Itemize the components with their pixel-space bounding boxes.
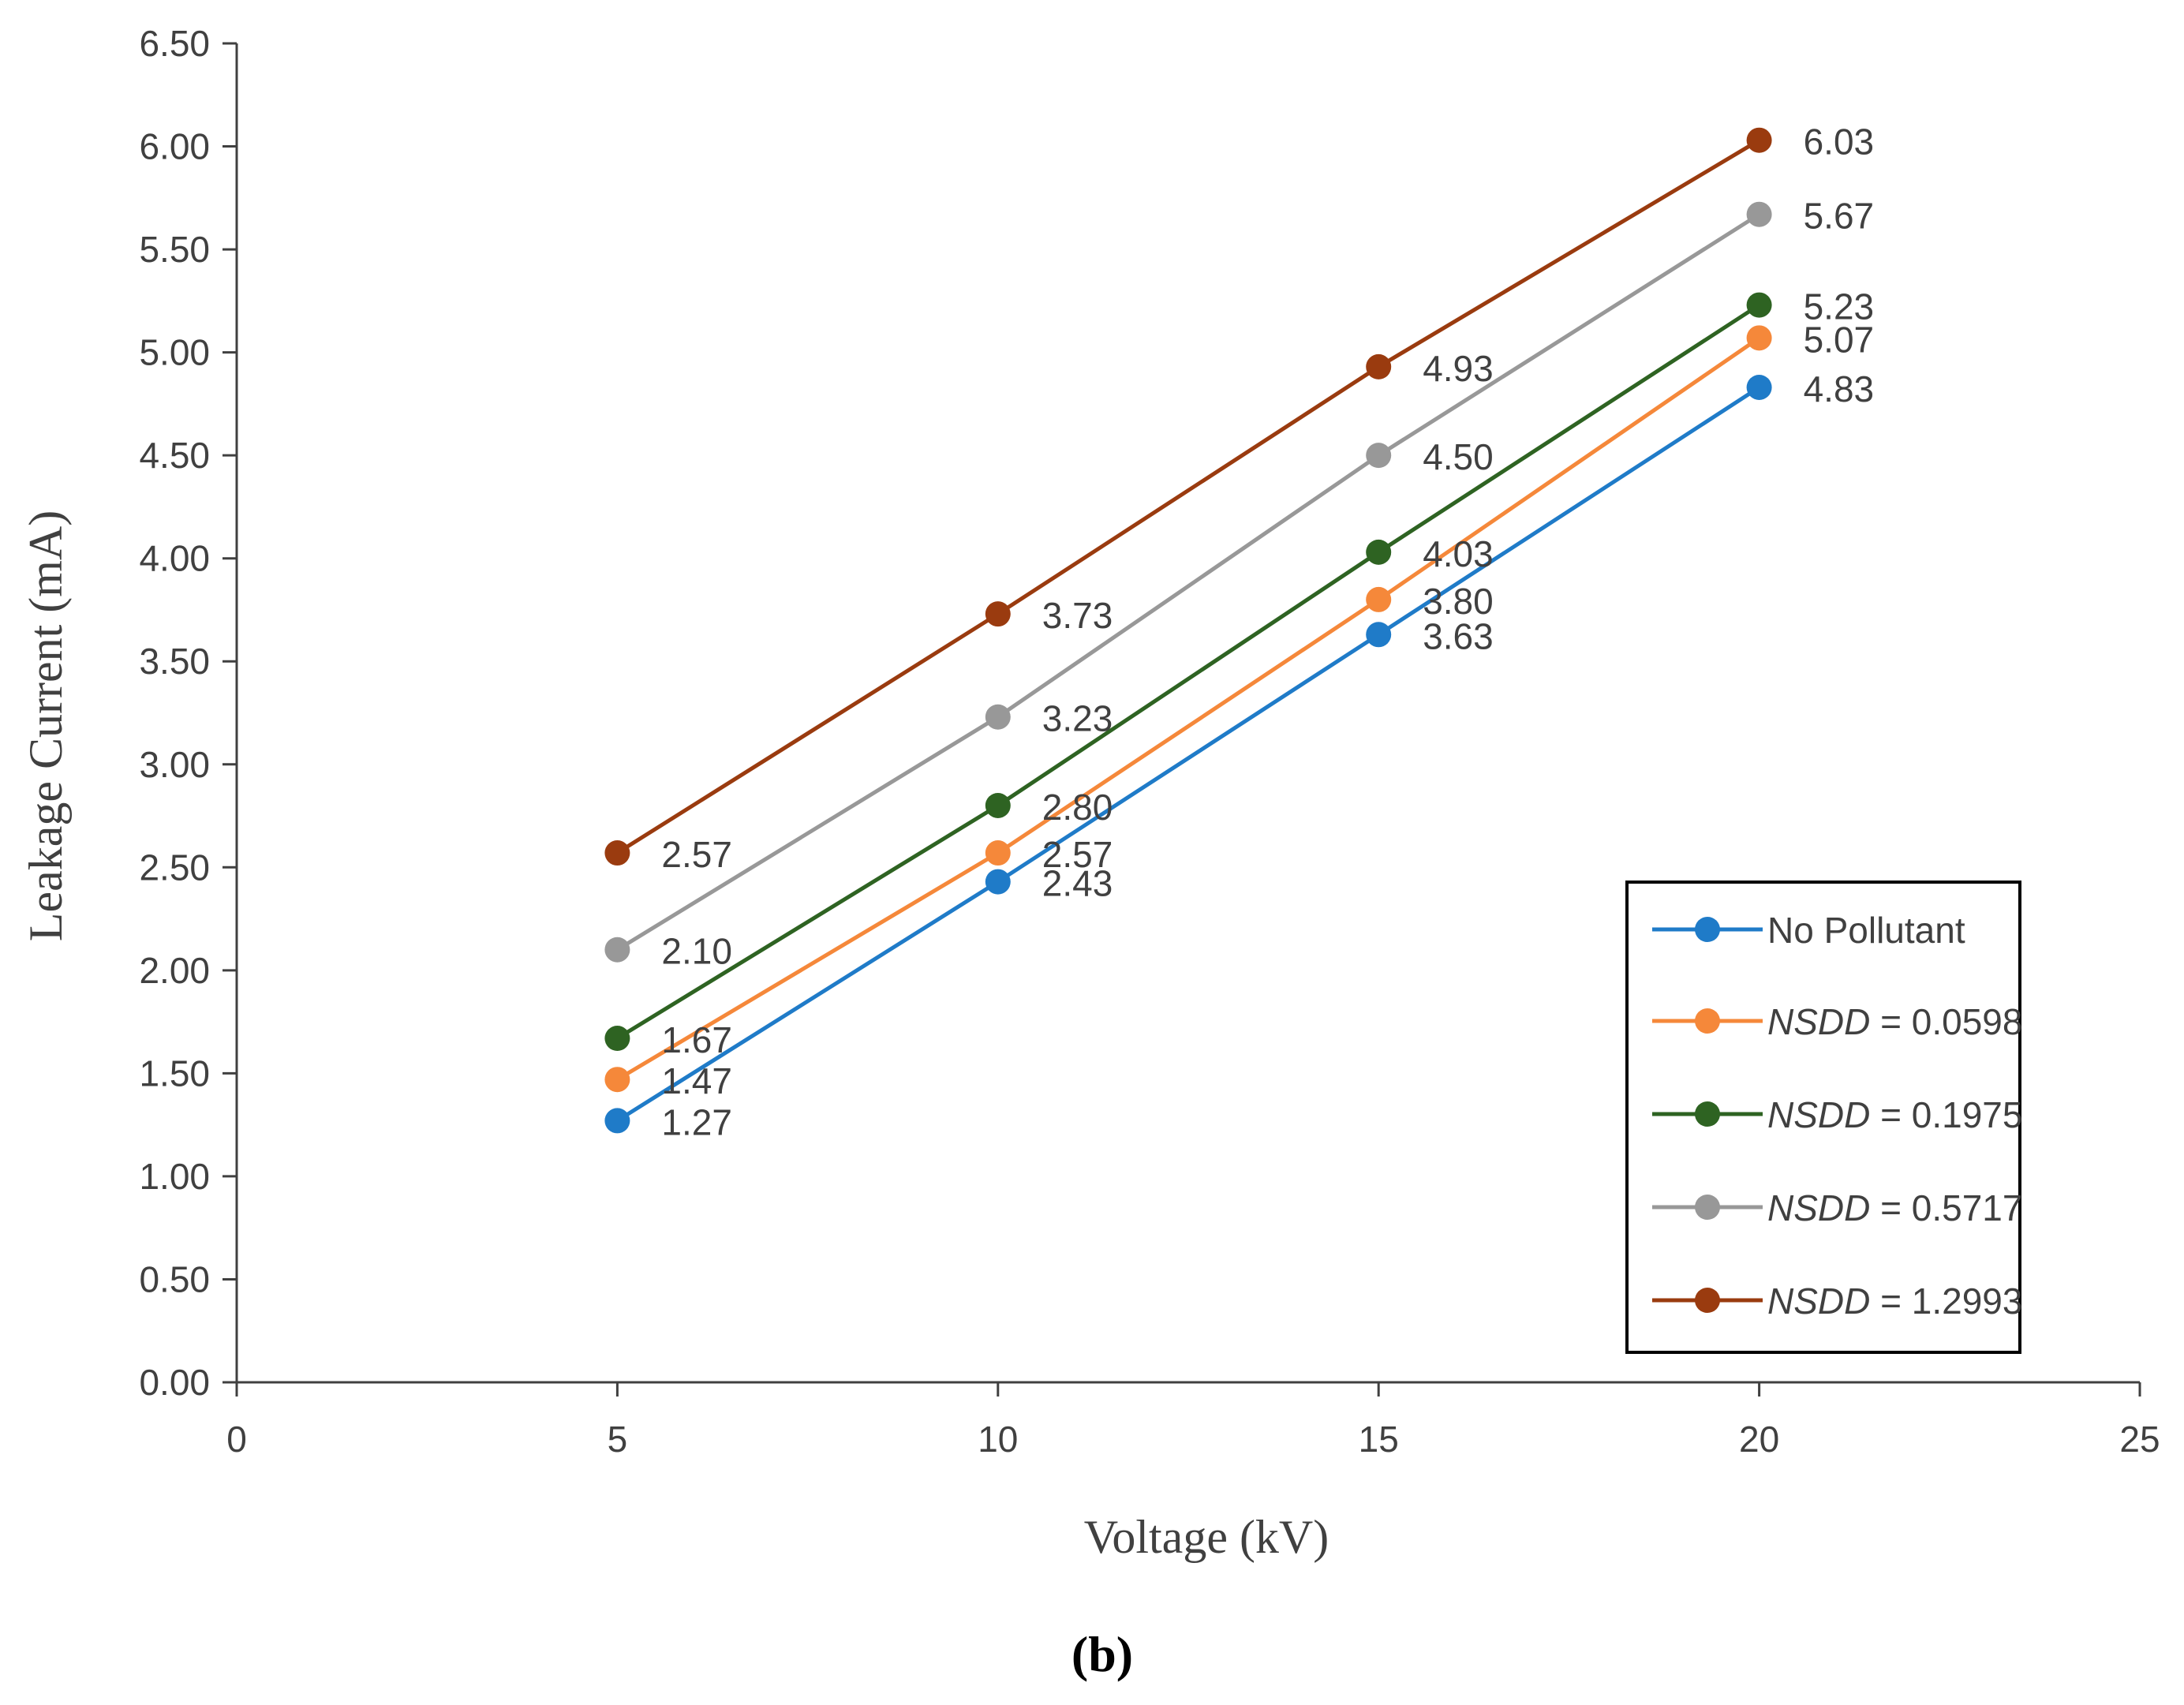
series-line-3 — [616, 212, 1760, 952]
data-point — [1746, 292, 1772, 318]
legend-marker-1 — [1695, 1008, 1720, 1034]
data-label: 1.47 — [661, 1060, 732, 1101]
legend-label-0: No Pollutant — [1767, 910, 1965, 951]
series-layer — [604, 127, 1772, 1134]
data-point — [1746, 127, 1772, 153]
y-tick-label: 0.00 — [139, 1362, 210, 1403]
data-point — [985, 840, 1011, 866]
data-point — [604, 1108, 630, 1134]
data-label: 3.80 — [1423, 581, 1494, 622]
data-point — [1366, 622, 1392, 648]
x-tick-label: 5 — [608, 1419, 628, 1460]
x-tick-label: 15 — [1359, 1419, 1399, 1460]
data-label: 2.57 — [661, 834, 732, 875]
legend-marker-0 — [1695, 917, 1720, 942]
legend-label-italic: NSDD — [1767, 1001, 1870, 1042]
data-point — [1746, 325, 1772, 351]
y-tick-label: 5.50 — [139, 229, 210, 270]
data-labels: 1.27 2.43 3.63 4.83 1.47 2.57 3.80 5.07 1.67 2.80… — [661, 122, 1874, 1143]
legend-box — [1625, 881, 2021, 1354]
series-line-1 — [616, 336, 1761, 1082]
legend-marker-2 — [1695, 1101, 1720, 1127]
data-label: 6.03 — [1804, 122, 1875, 163]
data-point — [604, 840, 630, 866]
data-label: 2.80 — [1042, 787, 1113, 828]
x-tick-label: 10 — [978, 1419, 1018, 1460]
data-label: 2.10 — [661, 931, 732, 972]
legend-label-value: = 0.0598 — [1870, 1001, 2022, 1042]
data-label: 2.57 — [1042, 834, 1113, 875]
y-tick-label: 1.50 — [139, 1053, 210, 1094]
y-tick-label: 4.50 — [139, 435, 210, 476]
data-label: 3.23 — [1042, 698, 1113, 739]
data-label: 5.23 — [1804, 286, 1875, 327]
data-label: 2.43 — [1042, 863, 1113, 904]
data-point — [604, 937, 630, 963]
legend-label-3: NSDD = 0.5717 — [1767, 1187, 2022, 1228]
y-tick-label: 5.00 — [139, 332, 210, 373]
axes: 0.00 0.50 1.00 1.50 2.00 2.50 3.00 3.50 4.00 4.50… — [139, 23, 2160, 1460]
data-label: 4.50 — [1423, 436, 1494, 477]
y-tick-label: 3.00 — [139, 744, 210, 785]
legend-label-italic: NSDD — [1767, 1187, 1870, 1228]
data-point — [985, 704, 1011, 730]
y-axis-title: Leakage Current (mA) — [20, 510, 72, 941]
x-tick-label: 20 — [1739, 1419, 1779, 1460]
data-point — [1366, 443, 1392, 469]
data-label: 4.83 — [1804, 368, 1875, 409]
data-point — [1746, 201, 1772, 227]
legend-label-italic: NSDD — [1767, 1094, 1870, 1135]
x-axis-title: Voltage (kV) — [1084, 1511, 1329, 1563]
legend-label-value: = 0.5717 — [1870, 1187, 2022, 1228]
data-label: 4.03 — [1423, 533, 1494, 574]
x-tick-label: 0 — [226, 1419, 247, 1460]
y-tick-label: 0.50 — [139, 1258, 210, 1299]
y-tick-label: 1.00 — [139, 1156, 210, 1197]
legend-label-2: NSDD = 0.1975 — [1767, 1094, 2022, 1135]
series-line-4 — [616, 138, 1760, 855]
data-label: 1.67 — [661, 1019, 732, 1060]
series-line-2 — [616, 303, 1760, 1041]
series-line-0 — [616, 385, 1760, 1123]
legend-label-italic: NSDD — [1767, 1281, 1870, 1322]
data-label: 3.63 — [1423, 615, 1494, 656]
legend-marker-3 — [1695, 1195, 1720, 1220]
legend-marker-4 — [1695, 1288, 1720, 1313]
y-tick-label: 3.50 — [139, 641, 210, 682]
data-point — [985, 869, 1011, 895]
data-label: 1.27 — [661, 1101, 732, 1142]
y-tick-label: 6.50 — [139, 23, 210, 64]
data-point — [1366, 539, 1392, 565]
y-tick-label: 2.00 — [139, 950, 210, 991]
data-point — [1366, 353, 1392, 380]
legend-label-value: = 1.2993 — [1870, 1281, 2022, 1322]
x-tick-label: 25 — [2119, 1419, 2160, 1460]
data-point — [1746, 374, 1772, 400]
data-label: 5.07 — [1804, 319, 1875, 360]
legend-label-value: = 0.1975 — [1870, 1094, 2022, 1135]
legend-label-1: NSDD = 0.0598 — [1767, 1001, 2022, 1042]
figure-caption: (b) — [1071, 1626, 1133, 1682]
data-point — [985, 792, 1011, 818]
data-label: 5.67 — [1804, 196, 1875, 237]
data-point — [604, 1067, 630, 1093]
data-point — [1366, 586, 1392, 612]
data-point — [604, 1026, 630, 1052]
y-tick-label: 4.00 — [139, 538, 210, 579]
data-label: 4.93 — [1423, 348, 1494, 389]
legend-label-4: NSDD = 1.2993 — [1767, 1281, 2022, 1322]
y-tick-label: 6.00 — [139, 126, 210, 167]
y-tick-label: 2.50 — [139, 847, 210, 888]
data-label: 3.73 — [1042, 595, 1113, 636]
data-point — [985, 601, 1011, 627]
